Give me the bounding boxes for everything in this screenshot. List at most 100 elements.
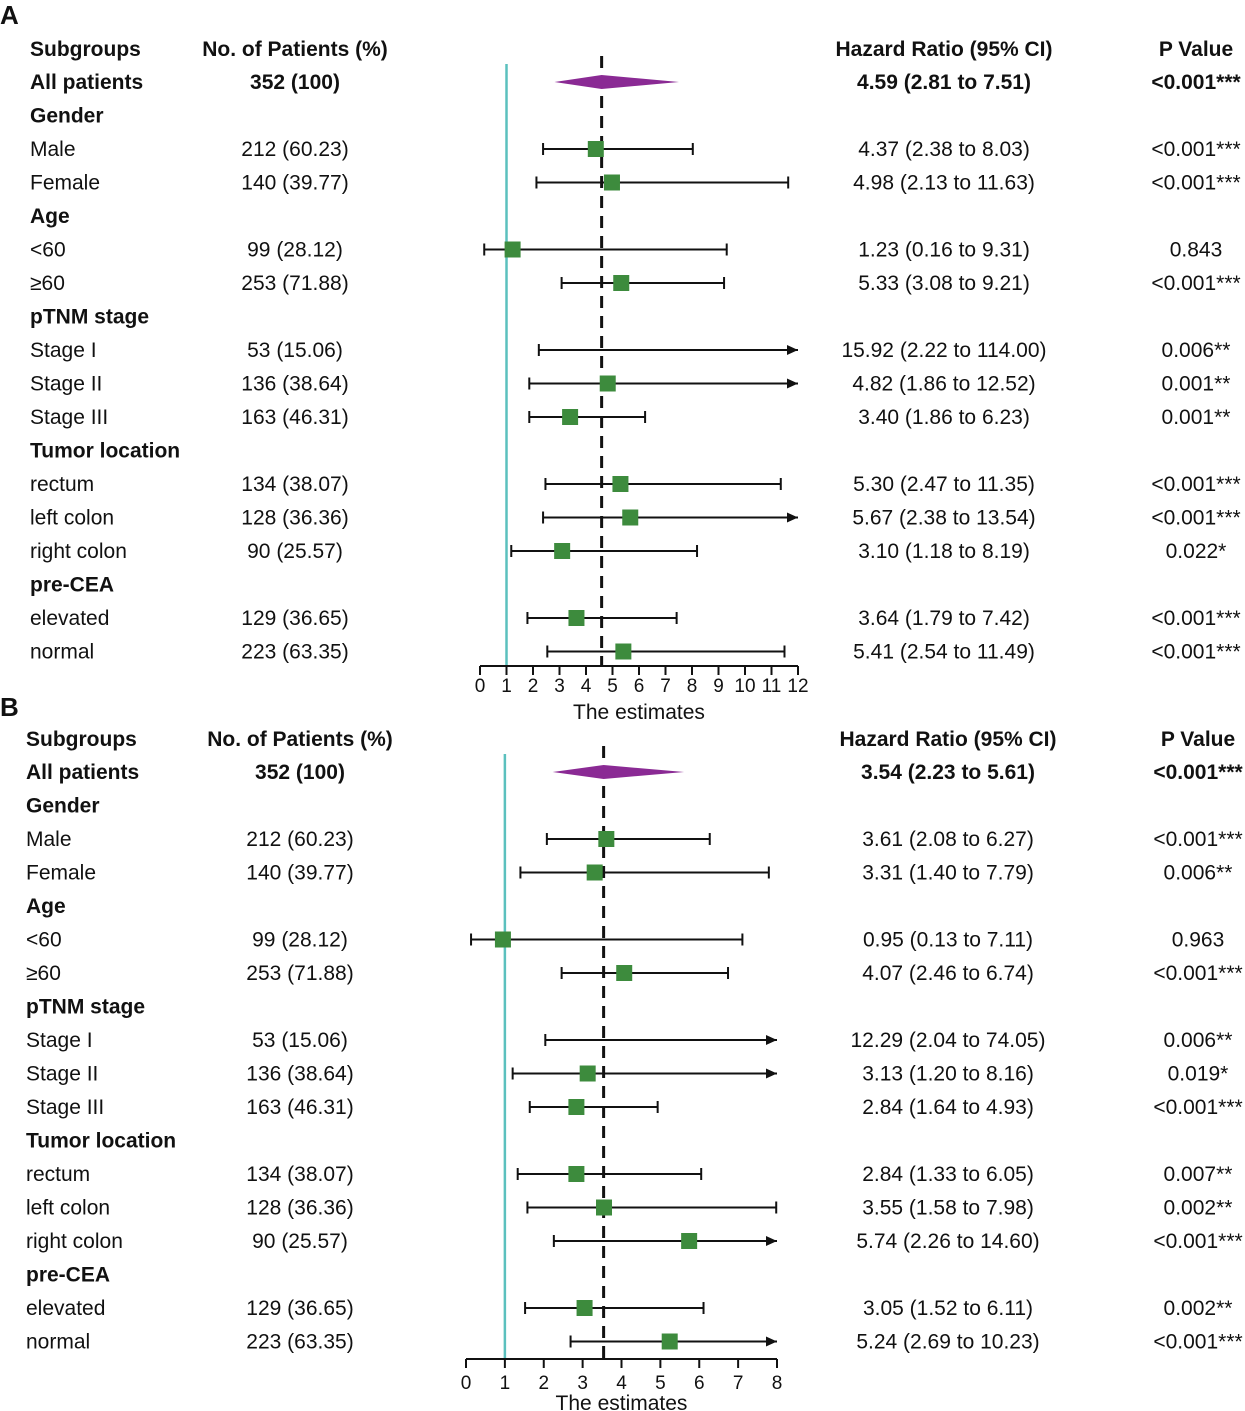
subgroup-row: Male 212 (60.23) 3.61 (2.08 to 6.27) <0.001… [26,828,1243,851]
row-patients: 223 (63.35) [246,1331,353,1354]
x-tick-label: 0 [461,1373,472,1394]
subgroup-row: rectum 134 (38.07) 5.30 (2.47 to 11.35) <0.… [30,473,1241,496]
row-p-value: <0.001*** [1151,641,1240,664]
row-patients: 352 (100) [255,761,345,784]
subgroup-header-row: Age [26,895,66,918]
ci-overflow-arrow [766,1068,777,1079]
row-label: Stage II [26,1063,98,1086]
row-hazard-ratio: 4.59 (2.81 to 7.51) [857,71,1031,94]
row-label: Female [26,862,96,885]
row-label: left colon [30,507,114,530]
row-p-value: <0.001*** [1153,828,1242,851]
subgroup-row: Stage I 53 (15.06) 12.29 (2.04 to 74.05) 0.… [26,1029,1232,1052]
row-hazard-ratio: 4.37 (2.38 to 8.03) [858,138,1030,161]
subgroup-row: rectum 134 (38.07) 2.84 (1.33 to 6.05) 0.00… [26,1163,1232,1186]
header-subgroups: Subgroups [26,728,137,751]
subgroup-row: Stage III 163 (46.31) 3.40 (1.86 to 6.23) 0… [30,406,1230,429]
subgroup-row: Stage II 136 (38.64) 4.82 (1.86 to 12.52) 0… [30,373,1230,396]
ci-overflow-arrow [787,345,798,355]
row-p-value: 0.019* [1168,1063,1229,1086]
row-patients: 53 (15.06) [247,339,343,362]
row-hazard-ratio: 3.40 (1.86 to 6.23) [858,406,1030,429]
row-label: Stage I [26,1029,93,1052]
row-label: elevated [26,1297,105,1320]
x-tick-label: 3 [577,1373,588,1394]
row-label: rectum [30,473,94,496]
row-p-value: <0.001*** [1151,71,1241,94]
ci-overflow-arrow [766,1336,777,1347]
subgroup-row: ≥60 253 (71.88) 4.07 (2.46 to 6.74) <0.001*… [26,962,1243,985]
subgroup-header-row: Age [30,205,70,228]
x-tick-label: 2 [528,676,539,697]
row-label: right colon [30,540,127,563]
subgroup-header-label: Tumor location [30,440,180,463]
row-p-value: <0.001*** [1151,607,1240,630]
x-tick-label: 6 [634,676,645,697]
row-p-value: <0.001*** [1151,138,1240,161]
row-hazard-ratio: 5.30 (2.47 to 11.35) [853,473,1035,496]
row-hazard-ratio: 5.24 (2.69 to 10.23) [856,1331,1039,1354]
point-estimate-square [598,831,615,847]
panel-letter: B [0,692,19,722]
row-p-value: <0.001*** [1153,1096,1242,1119]
point-estimate-square [599,375,616,392]
subgroup-row: elevated 129 (36.65) 3.64 (1.79 to 7.42) <0… [30,607,1241,630]
subgroup-header-row: pre-CEA [26,1264,110,1287]
point-estimate-square [586,864,603,881]
subgroup-row: left colon 128 (36.36) 3.55 (1.58 to 7.98)… [26,1197,1232,1220]
row-hazard-ratio: 3.61 (2.08 to 6.27) [862,828,1034,851]
row-p-value: 0.007** [1164,1163,1233,1186]
x-tick-label: 1 [500,1373,511,1394]
forest-panel-b: B Subgroups No. of Patients (%) Hazard Rati… [0,692,1243,1411]
row-label: Stage II [30,373,102,396]
row-label: ≥60 [26,962,61,985]
point-estimate-square [587,141,604,157]
row-p-value: <0.001*** [1151,473,1240,496]
row-p-value: <0.001*** [1153,962,1242,985]
row-label: normal [26,1331,90,1354]
x-tick-label: 10 [734,676,755,697]
subgroup-header-label: Tumor location [26,1130,176,1153]
row-label: Male [26,828,72,851]
row-patients: 140 (39.77) [246,862,353,885]
row-hazard-ratio: 3.10 (1.18 to 8.19) [858,540,1030,563]
row-hazard-ratio: 2.84 (1.64 to 4.93) [862,1096,1034,1119]
x-tick-label: 12 [787,676,808,697]
point-estimate-square [554,543,571,559]
row-patients: 136 (38.64) [246,1063,353,1086]
row-p-value: <0.001*** [1151,172,1240,195]
overall-row: All patients 352 (100) 4.59 (2.81 to 7.51)… [30,71,1241,94]
subgroup-header-label: Gender [30,105,104,128]
row-hazard-ratio: 4.82 (1.86 to 12.52) [852,373,1035,396]
row-patients: 212 (60.23) [246,828,353,851]
row-hazard-ratio: 15.92 (2.22 to 114.00) [841,339,1046,362]
x-tick-label: 0 [475,676,486,697]
row-hazard-ratio: 4.98 (2.13 to 11.63) [853,172,1035,195]
x-axis-title: The estimates [573,701,705,724]
point-estimate-square [576,1300,593,1316]
row-label: normal [30,641,94,664]
subgroup-row: ≥60 253 (71.88) 5.33 (3.08 to 9.21) <0.001*… [30,272,1241,295]
row-patients: 134 (38.07) [246,1163,353,1186]
ci-overflow-arrow [766,1236,777,1246]
subgroup-row: <60 99 (28.12) 1.23 (0.16 to 9.31) 0.843 [30,239,1222,262]
overall-estimate-diamond [552,765,685,779]
row-p-value: 0.006** [1164,1029,1233,1052]
x-tick-label: 8 [772,1373,783,1394]
row-patients: 253 (71.88) [241,272,348,295]
subgroup-header-label: Age [30,205,70,228]
row-label: ≥60 [30,272,65,295]
subgroup-row: normal 223 (63.35) 5.24 (2.69 to 10.23) <0.… [26,1331,1243,1354]
row-patients: 140 (39.77) [241,172,348,195]
subgroup-row: Female 140 (39.77) 4.98 (2.13 to 11.63) <0.… [30,172,1241,195]
row-hazard-ratio: 5.41 (2.54 to 11.49) [853,641,1035,664]
row-patients: 128 (36.36) [246,1197,353,1220]
subgroup-row: elevated 129 (36.65) 3.05 (1.52 to 6.11) 0.… [26,1297,1232,1320]
point-estimate-square [504,241,521,258]
row-hazard-ratio: 4.07 (2.46 to 6.74) [862,962,1034,985]
subgroup-row: Stage I 53 (15.06) 15.92 (2.22 to 114.00) 0… [30,339,1230,362]
point-estimate-square [622,509,639,526]
row-label: Stage III [26,1096,104,1119]
subgroup-header-label: pre-CEA [30,574,114,597]
subgroup-header-row: pre-CEA [30,574,114,597]
